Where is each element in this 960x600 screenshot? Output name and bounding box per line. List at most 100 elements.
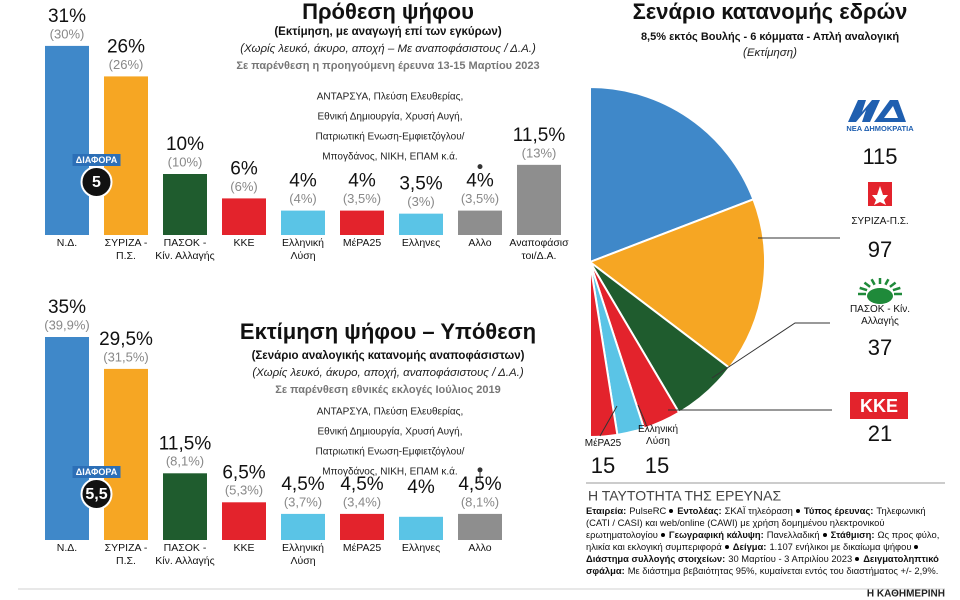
seat-count: 37 [868, 335, 892, 360]
category-label-box: ΝΕΑ ΔΗΜΟΚΡΑΤΙΑ [846, 124, 914, 133]
category-label-box: Ελληνική Λύση [281, 542, 324, 567]
difference-title: ΔΙΑΦΟΡΑ [76, 467, 118, 477]
category-label: ΣΥΡΙΖΑ - Π.Σ. [104, 237, 148, 262]
separator-dot [724, 544, 729, 549]
category-label-box: ΠΑΣΟΚ - Κίν. Αλλαγής [155, 542, 215, 567]
category-label: ΣΥΡΙΖΑ-Π.Σ. [851, 216, 909, 227]
category-label-box: Ν.Δ. [56, 542, 78, 554]
value-label: 26% [107, 36, 145, 57]
logo-ray [870, 278, 876, 286]
difference-badge [80, 166, 113, 198]
logo-kke [850, 392, 908, 419]
survey-label: Εταιρεία: [586, 505, 627, 516]
difference-value: 5 [92, 174, 101, 191]
previous-value-label: (3,5%) [461, 191, 499, 206]
category-label-box: ΜέΡΑ25 [584, 438, 622, 449]
previous-value-label: (3,7%) [284, 494, 322, 509]
logo-shape [848, 100, 880, 122]
chart-title: Εκτίμηση ψήφου – Υπόθεση [240, 319, 536, 344]
survey-label: Τύπος έρευνας: [803, 505, 874, 516]
chart-title: Πρόθεση ψήφου [302, 0, 474, 24]
category-label: ΝΕΑ ΔΗΜΟΚΡΑΤΙΑ [846, 124, 914, 133]
bar [163, 473, 207, 540]
bar [45, 337, 89, 540]
category-label-box: ΣΥΡΙΖΑ - Π.Σ. [104, 237, 148, 262]
leader-line [637, 404, 647, 425]
survey-value: 30 Μαρτίου - 3 Απριλίου 2023 [728, 553, 853, 564]
separator-dot [669, 508, 674, 513]
seat-count: 15 [645, 453, 669, 478]
previous-value-label: (3,5%) [343, 191, 381, 206]
value-label: 11,5% [513, 125, 566, 146]
difference-tag [72, 154, 121, 166]
category-label-box: Ελληνες [402, 237, 440, 249]
logo-ray [859, 286, 868, 292]
value-label: 6% [230, 158, 258, 179]
previous-value-label: (8,1%) [166, 454, 204, 469]
value-label: 35% [48, 297, 86, 318]
category-label: ΠΑΣΟΚ - Κίν. Αλλαγής [155, 542, 215, 567]
category-label: Ν.Δ. [56, 542, 78, 554]
previous-value-label: (13%) [522, 145, 557, 160]
category-label: ΣΥΡΙΖΑ - Π.Σ. [104, 542, 148, 567]
value-label: 4,5% [340, 474, 383, 495]
category-label: ΚΚΕ [233, 542, 255, 554]
seat-count: 115 [862, 144, 897, 169]
previous-value-label: (6%) [230, 179, 257, 194]
annotation-line: Εθνική Δημιουργία, Χρυσή Αυγή, [317, 111, 462, 123]
bar [399, 213, 443, 235]
category-label-box: Ελληνική Λύση [281, 237, 324, 262]
category-label: Ν.Δ. [56, 237, 78, 249]
value-label: 4,5% [458, 474, 501, 495]
seat-count: 15 [591, 453, 615, 478]
chart-subtitle: (Χωρίς λευκό, άκυρο, αποχή – Με αναποφάσ… [240, 43, 536, 55]
category-label-box: ΚΚΕ [233, 542, 255, 554]
value-label: 31% [48, 6, 86, 27]
category-label: Αλλο [468, 237, 492, 249]
category-label: ΜέΡΑ25 [584, 438, 622, 449]
category-label-box: ΜέΡΑ25 [343, 542, 381, 554]
bar [458, 513, 502, 540]
logo-ray [889, 281, 897, 288]
category-label-box: ΚΚΕ [860, 396, 898, 416]
bar [340, 210, 384, 235]
category-label-box: ΜέΡΑ25 [343, 237, 381, 249]
category-label-box: Αλλο [468, 542, 491, 554]
previous-value-label: (8,1%) [461, 494, 499, 509]
previous-value-label: (3%) [407, 194, 434, 209]
survey-value: Με διάστημα βεβαιότητας 95%, κυμαίνεται … [627, 565, 939, 576]
category-label: Ελληνική Λύση [637, 424, 678, 447]
previous-value-label: (3,4%) [343, 494, 381, 509]
category-label: Ελληνική Λύση [281, 237, 324, 262]
category-label: Ελληνες [401, 542, 441, 554]
bar [163, 174, 207, 235]
category-label-box: ΠΑΣΟΚ - Κίν. Αλλαγής [850, 304, 910, 327]
survey-label: Στάθμιση: [830, 529, 875, 540]
survey-label: Δειγματοληπτικό σφάλμα: [586, 553, 939, 576]
previous-value-label: (30%) [50, 26, 85, 41]
difference-title: ΔΙΑΦΟΡΑ [76, 155, 118, 165]
logo-ray [892, 286, 901, 292]
category-label: Αναποφάσιστοι/Δ.Α. [509, 237, 569, 262]
survey-value: 1.107 ενήλικοι με δικαίωμα ψήφου [769, 541, 912, 552]
difference-tag [72, 466, 121, 478]
difference-value: 5,5 [85, 486, 107, 503]
survey-value: PulseRC [629, 505, 667, 516]
category-label-box: Αναποφάσιστοι/Δ.Α. [509, 237, 569, 262]
bar [458, 210, 502, 235]
chart-subtitle: (Χωρίς λευκό, άκυρο, αποχή, αναποφάσιστο… [252, 367, 524, 379]
separator-dot [822, 532, 827, 537]
category-label-box: ΚΚΕ [233, 237, 255, 249]
value-label: 4% [348, 171, 376, 192]
leader-line [711, 322, 830, 379]
survey-label: Διάστημα συλλογής στοιχείων: [586, 553, 726, 564]
previous-value-label: (31,5%) [103, 349, 149, 364]
value-label: 3,5% [399, 174, 442, 195]
value-label: 29,5% [99, 329, 153, 350]
annotation-line: Πατριωτική Ενωση-Εμφιετζόγλου/ [316, 446, 465, 458]
survey-box: Εταιρεία: PulseRC Εντολέας: ΣΚΑΪ τηλεόραση Τ… [586, 505, 939, 576]
category-label: Ελληνική Λύση [281, 542, 324, 567]
logo-ray [884, 278, 890, 286]
category-label: ΚΚΕ [233, 237, 255, 249]
